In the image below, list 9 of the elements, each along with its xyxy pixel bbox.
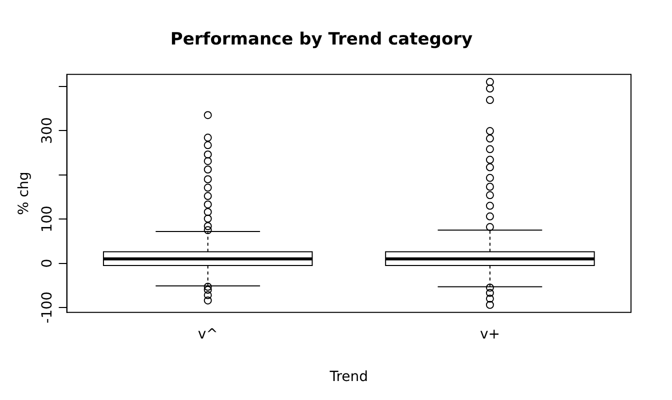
x-tick-label: v^	[198, 326, 218, 342]
chart-title: Performance by Trend category	[170, 30, 473, 50]
y-axis-title: % chg	[16, 172, 32, 216]
x-axis-title: Trend	[328, 369, 368, 386]
y-tick-label: 300	[39, 117, 56, 144]
y-tick-label: -100	[39, 292, 56, 324]
y-tick-label: 0	[39, 258, 56, 268]
y-tick-label: 100	[39, 206, 56, 232]
x-tick-label: v+	[480, 326, 500, 342]
